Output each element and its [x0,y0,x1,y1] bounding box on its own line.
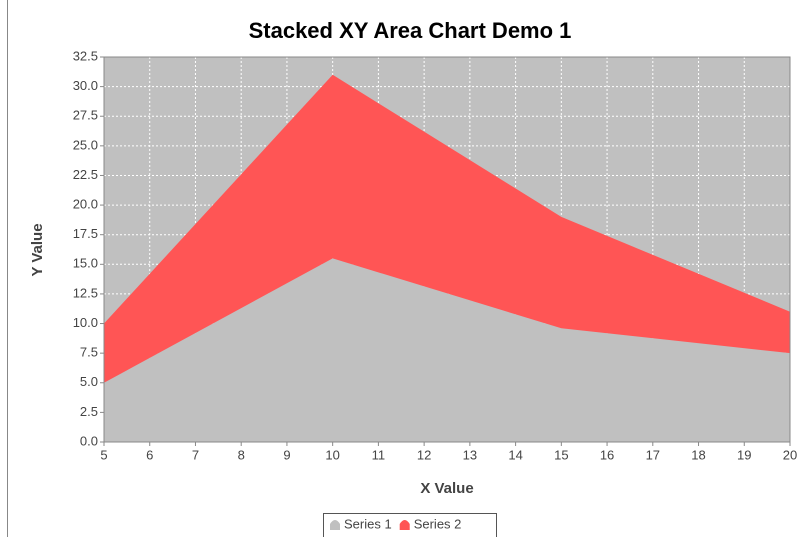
y-tick-label: 2.5 [80,404,98,419]
x-tick-label: 8 [238,447,245,462]
y-tick-label: 22.5 [73,167,98,182]
legend-swatch [399,520,410,530]
x-tick-label: 20 [783,447,797,462]
x-tick-label: 14 [508,447,522,462]
y-tick-label: 7.5 [80,345,98,360]
y-tick-label: 5.0 [80,374,98,389]
plot-outline [103,56,791,443]
y-tick-label: 20.0 [73,197,98,212]
legend-swatch [330,520,340,530]
legend-label: Series 1 [344,516,392,531]
y-axis-label: Y Value [29,223,46,276]
y-tick-label: 32.5 [73,48,98,63]
x-tick-label: 10 [325,447,339,462]
y-tick-label: 0.0 [80,433,98,448]
y-tick-label: 12.5 [73,285,98,300]
x-tick-label: 9 [283,447,290,462]
x-tick-label: 17 [646,447,660,462]
y-tick-label: 15.0 [73,256,98,271]
y-tick-label: 30.0 [73,78,98,93]
x-tick-label: 18 [691,447,705,462]
x-tick-label: 12 [417,447,431,462]
legend-box [323,513,497,537]
y-tick-label: 10.0 [73,315,98,330]
x-tick-label: 16 [600,447,614,462]
chart-title: Stacked XY Area Chart Demo 1 [249,18,572,43]
x-tick-label: 15 [554,447,568,462]
x-tick-label: 11 [372,447,386,462]
x-tick-label: 6 [146,447,153,462]
x-tick-label: 19 [737,447,751,462]
area [104,258,790,442]
x-tick-label: 5 [100,447,107,462]
x-axis-label: X Value [420,480,473,497]
y-tick-label: 25.0 [73,137,98,152]
x-tick-label: 7 [192,447,199,462]
legend-label: Series 2 [414,516,462,531]
area [104,74,790,383]
x-tick-label: 13 [463,447,477,462]
y-tick-label: 27.5 [73,108,98,123]
y-tick-label: 17.5 [73,226,98,241]
